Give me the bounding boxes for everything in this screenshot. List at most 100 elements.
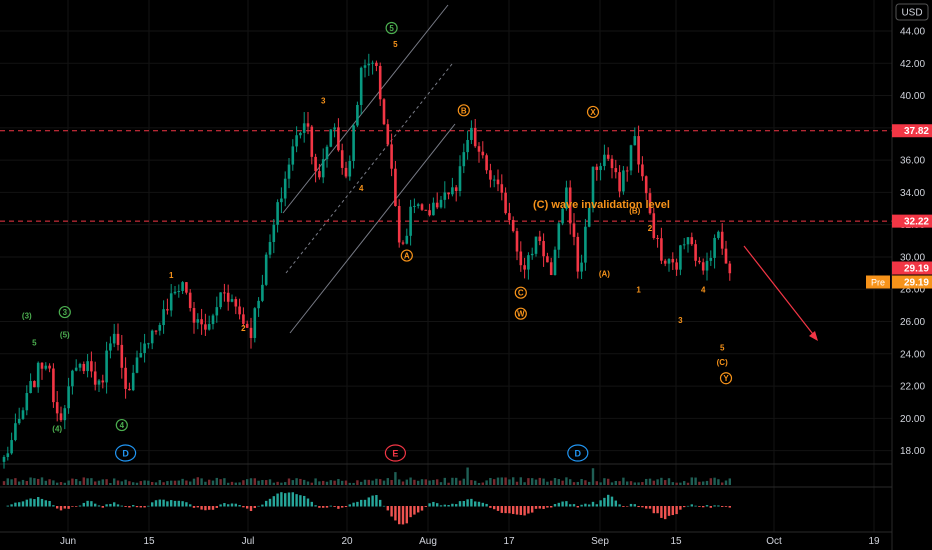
oscillator-bar (721, 506, 724, 507)
candle-body (352, 125, 355, 162)
volume-bar (2, 481, 6, 485)
candle-body (451, 187, 454, 195)
oscillator-bar (291, 492, 294, 507)
candle-body (473, 127, 477, 147)
wave-label: (B) (629, 206, 640, 215)
price-tick-label: 26.00 (900, 317, 925, 328)
wave-label-circle (400, 249, 413, 262)
volume-bar (542, 478, 545, 485)
volume-bar (413, 479, 416, 485)
candle-body (454, 187, 458, 191)
candle-body (36, 362, 40, 388)
candle-body (701, 262, 705, 271)
channel-mid-line (285, 63, 453, 274)
candle-body (443, 192, 447, 200)
volume-bar (173, 480, 177, 485)
volume-bar (390, 479, 393, 485)
candle-body (173, 291, 177, 294)
volume-bar (557, 479, 560, 485)
volume-bar (500, 477, 503, 485)
volume-bar (569, 479, 572, 485)
candle-body (257, 300, 260, 309)
oscillator-bar (614, 500, 617, 507)
oscillator-bar (641, 506, 644, 508)
candle-body (169, 293, 173, 311)
wave-label: (C) (717, 358, 728, 367)
oscillator-bar (550, 506, 553, 508)
candle-body (709, 257, 713, 261)
oscillator-bar (200, 506, 203, 510)
wave-label: C (518, 289, 524, 298)
oscillator-bar (572, 504, 576, 507)
volume-bar (276, 481, 279, 485)
oscillator-bar (325, 506, 329, 508)
candle-body (375, 62, 378, 66)
volume-bar (268, 479, 272, 485)
time-tick-label: Aug (419, 536, 437, 547)
candle-body (272, 224, 276, 243)
oscillator-bar (162, 499, 165, 507)
volume-bar (14, 478, 17, 485)
candle-body (295, 135, 298, 147)
candle-body (333, 127, 336, 130)
volume-bar (196, 477, 199, 485)
oscillator-bar (417, 506, 420, 513)
candle-body (405, 235, 409, 244)
volume-bar (652, 480, 655, 485)
volume-bar (21, 479, 25, 485)
volume-bar (455, 477, 458, 485)
oscillator-bar (603, 497, 606, 507)
candle-body (283, 178, 287, 199)
oscillator-bar (648, 506, 652, 509)
candle-body (158, 325, 162, 331)
candle-body (477, 146, 481, 152)
candle-body (397, 206, 401, 243)
price-badge-value: 32.22 (904, 217, 929, 228)
candle-body (698, 260, 701, 263)
candle-body (690, 237, 694, 245)
oscillator-bar (394, 506, 397, 521)
oscillator-bar (382, 505, 386, 507)
volume-bar (401, 481, 405, 485)
cycle-label-circle (384, 444, 406, 462)
volume-bar (618, 481, 621, 485)
wave-label: 2 (648, 224, 653, 233)
volume-bar (686, 482, 690, 485)
oscillator-bar (542, 506, 545, 509)
projection-arrow (743, 245, 818, 341)
oscillator-bar (584, 503, 587, 507)
volume-bar (37, 478, 40, 485)
oscillator-bar (348, 504, 351, 507)
volume-bar (170, 480, 173, 485)
candle-body (166, 309, 169, 311)
time-tick-label: Jun (60, 536, 76, 547)
oscillator-bar (500, 506, 503, 513)
volume-bar (717, 479, 720, 485)
oscillator-bar (455, 504, 458, 507)
currency-badge[interactable] (895, 3, 929, 21)
trend-channel (282, 4, 456, 334)
oscillator-bar (14, 502, 17, 507)
volume-bar (637, 482, 640, 485)
candle-body (356, 104, 359, 126)
oscillator-bar (185, 502, 188, 507)
candle-body (652, 213, 656, 238)
candle-body (644, 176, 648, 194)
oscillator-bar (713, 505, 716, 507)
volume-bar (249, 478, 253, 485)
volume-bar (523, 482, 526, 485)
volume-bar (538, 477, 541, 485)
oscillator-bar (310, 501, 313, 507)
wave-label: 3 (321, 97, 326, 106)
volume-bar (588, 481, 591, 485)
oscillator-bar (341, 506, 344, 508)
candle-body (717, 231, 720, 238)
oscillator-bar (367, 497, 370, 507)
volume-bar (721, 482, 724, 485)
oscillator-bar (420, 506, 424, 511)
oscillator-bar (109, 503, 112, 507)
oscillator-bar (6, 505, 9, 507)
oscillator-bar (591, 501, 595, 507)
volume-bar (508, 479, 511, 485)
